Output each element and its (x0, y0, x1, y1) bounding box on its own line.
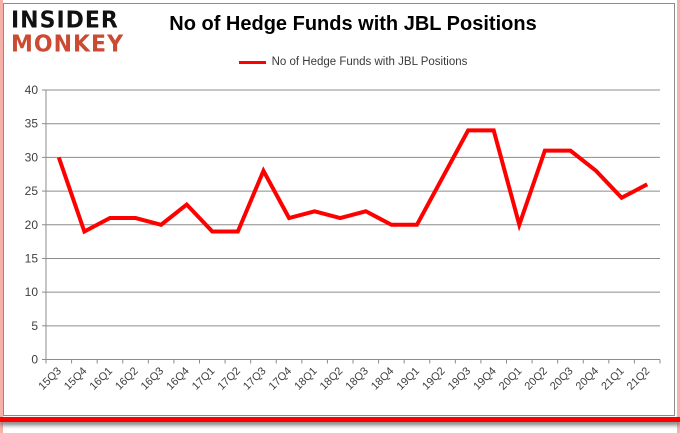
legend-label: No of Hedge Funds with JBL Positions (271, 56, 468, 68)
x-axis-label: 20Q1 (497, 365, 525, 393)
svg-text:5: 5 (31, 319, 38, 333)
x-axis-label: 19Q3 (446, 365, 474, 393)
x-axis-label: 16Q1 (88, 365, 116, 393)
x-axis-label: 18Q4 (369, 365, 397, 393)
axis-labels: 0 5 10 15 20 25 30 35 40 15Q315Q416Q116Q216Q316Q4… (25, 83, 653, 393)
svg-text:40: 40 (25, 83, 39, 97)
bottom-red-bar (0, 417, 680, 422)
x-axis-label: 16Q4 (164, 365, 192, 393)
x-axis-label: 20Q2 (522, 365, 550, 393)
gridlines (42, 89, 661, 364)
x-axis-label: 17Q2 (215, 365, 243, 393)
right-border (677, 0, 680, 433)
chart-title: No of Hedge Funds with JBL Positions (169, 13, 537, 35)
x-axis-label: 15Q3 (36, 365, 64, 393)
svg-text:15: 15 (25, 251, 39, 265)
x-axis-label: 16Q2 (113, 365, 141, 393)
insider-monkey-logo: INSIDER MONKEY (11, 7, 125, 58)
x-axis-label: 18Q1 (292, 365, 320, 393)
legend-line-swatch (238, 60, 266, 64)
x-axis-label: 19Q1 (395, 365, 423, 393)
left-border (0, 0, 3, 433)
x-axis-label: 17Q1 (190, 365, 218, 393)
x-axis-label: 19Q4 (471, 365, 499, 393)
x-axis-label: 17Q3 (241, 365, 269, 393)
svg-text:25: 25 (25, 184, 39, 198)
x-axis-label: 17Q4 (267, 365, 295, 393)
svg-text:30: 30 (25, 150, 39, 164)
x-axis-label: 18Q3 (343, 365, 371, 393)
x-axis-label: 19Q2 (420, 365, 448, 393)
svg-text:20: 20 (25, 218, 39, 232)
x-axis-label: 21Q1 (599, 365, 627, 393)
chart-border-box (3, 3, 675, 416)
svg-text:35: 35 (25, 117, 39, 131)
svg-text:0: 0 (31, 353, 38, 367)
series-line (56, 128, 649, 235)
logo-text-monkey: MONKEY (11, 31, 125, 58)
x-axis-label: 16Q3 (139, 365, 167, 393)
x-axis-label: 18Q2 (318, 365, 346, 393)
x-axis-label: 15Q4 (62, 365, 90, 393)
logo-text-insider: INSIDER (11, 7, 119, 34)
x-axis-label: 21Q2 (625, 365, 653, 393)
chart-legend: No of Hedge Funds with JBL Positions (46, 56, 660, 68)
svg-text:10: 10 (25, 285, 39, 299)
x-axis-label: 20Q4 (574, 365, 602, 393)
x-axis-label: 20Q3 (548, 365, 576, 393)
